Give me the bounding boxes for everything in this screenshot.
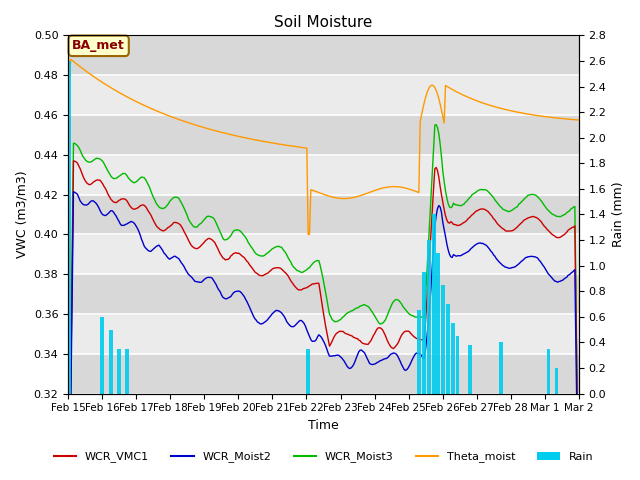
Bar <box>451 323 454 394</box>
Y-axis label: Rain (mm): Rain (mm) <box>612 181 625 247</box>
Y-axis label: VWC (m3/m3): VWC (m3/m3) <box>15 171 28 258</box>
Bar <box>547 349 550 394</box>
Bar <box>499 342 502 394</box>
Title: Soil Moisture: Soil Moisture <box>275 15 372 30</box>
Bar <box>125 349 129 394</box>
Bar <box>468 345 472 394</box>
Bar <box>117 349 121 394</box>
Bar <box>456 336 460 394</box>
X-axis label: Time: Time <box>308 419 339 432</box>
Bar <box>67 61 71 394</box>
Bar <box>68 354 579 394</box>
Legend: WCR_VMC1, WCR_Moist2, WCR_Moist3, Theta_moist, Rain: WCR_VMC1, WCR_Moist2, WCR_Moist3, Theta_… <box>49 447 598 467</box>
Bar <box>432 215 436 394</box>
Bar <box>68 274 579 314</box>
Bar <box>441 285 445 394</box>
Bar <box>555 368 559 394</box>
Bar <box>436 253 440 394</box>
Text: BA_met: BA_met <box>72 39 125 52</box>
Bar <box>68 194 579 234</box>
Bar <box>68 115 579 155</box>
Bar <box>446 304 450 394</box>
Bar <box>307 349 310 394</box>
Bar <box>100 317 104 394</box>
Bar <box>417 311 421 394</box>
Bar <box>422 272 426 394</box>
Bar <box>68 36 579 75</box>
Bar <box>109 330 113 394</box>
Bar <box>427 240 431 394</box>
